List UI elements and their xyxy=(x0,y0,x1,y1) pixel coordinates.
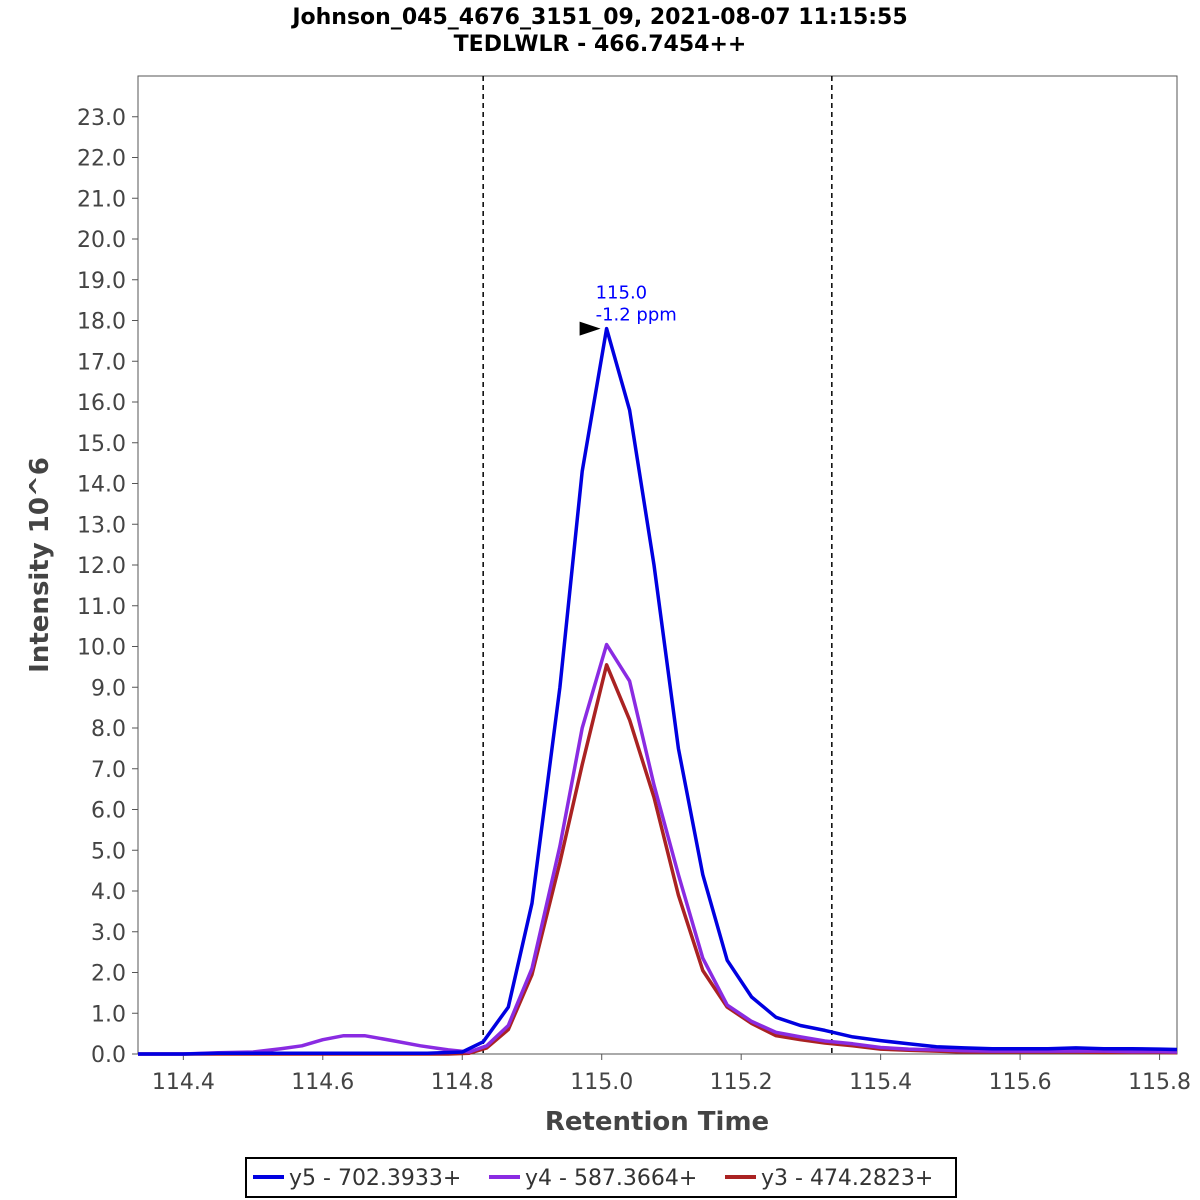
y-tick-label: 3.0 xyxy=(91,921,126,946)
y-tick-label: 17.0 xyxy=(77,350,126,375)
y-axis-label: Intensity 10^6 xyxy=(25,457,55,673)
y-tick-label: 20.0 xyxy=(77,228,126,253)
y-tick-label: 14.0 xyxy=(77,473,126,498)
x-tick-label: 114.8 xyxy=(431,1070,494,1095)
series-line-y5 xyxy=(138,326,1178,1056)
y-tick-label: 5.0 xyxy=(91,839,126,864)
peak-boundaries xyxy=(482,76,833,1054)
chart-title-line2: TEDLWLR - 466.7454++ xyxy=(454,32,747,57)
y-tick-label: 21.0 xyxy=(77,187,126,212)
peak-annotation-ppm: -1.2 ppm xyxy=(596,305,677,326)
x-tick-label: 115.4 xyxy=(849,1070,912,1095)
y-tick-label: 9.0 xyxy=(91,676,126,701)
peak-annotation-rt: 115.0 xyxy=(596,283,648,304)
chart-title-line1: Johnson_045_4676_3151_09, 2021-08-07 11:… xyxy=(290,5,907,30)
x-tick-label: 115.6 xyxy=(989,1070,1052,1095)
y-tick-label: 13.0 xyxy=(77,513,126,538)
legend: y5 - 702.3933+ y4 - 587.3664+ y3 - 474.282… xyxy=(245,1157,957,1198)
y-axis: 0.0 1.0 2.0 3.0 4.0 5.0 6.0 7.0 8.0 9.0 10.0 11.0 12… xyxy=(77,106,138,1068)
y-tick-label: 0.0 xyxy=(91,1043,126,1068)
y-tick-label: 23.0 xyxy=(77,106,126,131)
legend-item-label: y3 - 474.2823+ xyxy=(761,1166,933,1191)
legend-box xyxy=(245,1157,957,1198)
y-tick-label: 1.0 xyxy=(91,1002,126,1027)
legend-item-label: y4 - 587.3664+ xyxy=(525,1166,697,1191)
y-tick-label: 6.0 xyxy=(91,799,126,824)
x-axis-label: Retention Time xyxy=(545,1107,769,1137)
x-tick-label: 115.2 xyxy=(710,1070,773,1095)
y-tick-label: 7.0 xyxy=(91,758,126,783)
x-tick-label: 114.6 xyxy=(291,1070,354,1095)
x-tick-label: 115.8 xyxy=(1128,1070,1191,1095)
series-lines xyxy=(138,326,1178,1056)
plot-area xyxy=(137,75,1178,1055)
y-tick-label: 11.0 xyxy=(77,595,126,620)
legend-item-label: y5 - 702.3933+ xyxy=(289,1166,461,1191)
y-tick-label: 8.0 xyxy=(91,717,126,742)
y-tick-label: 15.0 xyxy=(77,432,126,457)
y-tick-label: 16.0 xyxy=(77,391,126,416)
y-tick-label: 18.0 xyxy=(77,310,126,335)
y-tick-label: 12.0 xyxy=(77,554,126,579)
peak-annotation: 115.0 -1.2 ppm xyxy=(579,283,677,336)
y-tick-label: 10.0 xyxy=(77,636,126,661)
y-tick-label: 19.0 xyxy=(77,269,126,294)
y-tick-label: 2.0 xyxy=(91,962,126,987)
x-tick-label: 114.4 xyxy=(152,1070,215,1095)
y-tick-label: 22.0 xyxy=(77,147,126,172)
x-axis: 114.4 114.6 114.8 115.0 115.2 115.4 115.6 115.8 xyxy=(152,1054,1191,1095)
y-tick-label: 4.0 xyxy=(91,880,126,905)
peak-arrow-icon xyxy=(579,321,601,336)
series-line-y4 xyxy=(138,642,1178,1056)
x-tick-label: 115.0 xyxy=(570,1070,633,1095)
